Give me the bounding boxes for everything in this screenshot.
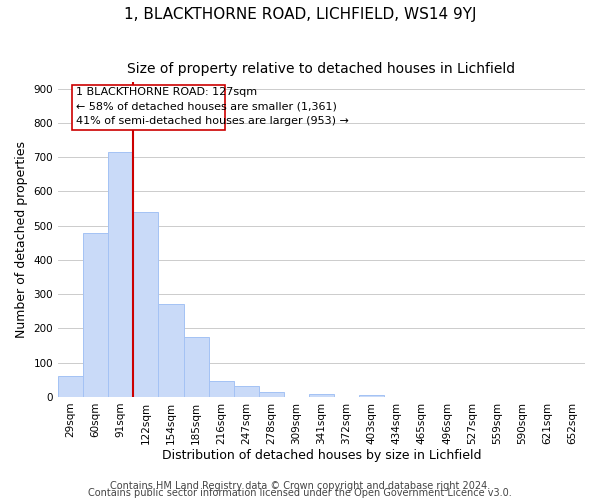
Bar	[259, 392, 284, 397]
Bar	[209, 380, 233, 397]
Text: ← 58% of detached houses are smaller (1,361): ← 58% of detached houses are smaller (1,…	[76, 102, 337, 112]
FancyBboxPatch shape	[72, 86, 225, 130]
Title: Size of property relative to detached houses in Lichfield: Size of property relative to detached ho…	[127, 62, 515, 76]
Y-axis label: Number of detached properties: Number of detached properties	[15, 141, 28, 338]
Bar	[233, 386, 259, 397]
Text: 1, BLACKTHORNE ROAD, LICHFIELD, WS14 9YJ: 1, BLACKTHORNE ROAD, LICHFIELD, WS14 9YJ	[124, 8, 476, 22]
Bar	[184, 337, 209, 397]
Bar	[58, 376, 83, 397]
Bar	[359, 395, 384, 397]
Bar	[83, 232, 108, 397]
Bar	[133, 212, 158, 397]
Bar	[309, 394, 334, 397]
X-axis label: Distribution of detached houses by size in Lichfield: Distribution of detached houses by size …	[162, 450, 481, 462]
Text: 41% of semi-detached houses are larger (953) →: 41% of semi-detached houses are larger (…	[76, 116, 349, 126]
Text: 1 BLACKTHORNE ROAD: 127sqm: 1 BLACKTHORNE ROAD: 127sqm	[76, 87, 257, 97]
Bar	[158, 304, 184, 397]
Bar	[108, 152, 133, 397]
Text: Contains public sector information licensed under the Open Government Licence v3: Contains public sector information licen…	[88, 488, 512, 498]
Text: Contains HM Land Registry data © Crown copyright and database right 2024.: Contains HM Land Registry data © Crown c…	[110, 481, 490, 491]
